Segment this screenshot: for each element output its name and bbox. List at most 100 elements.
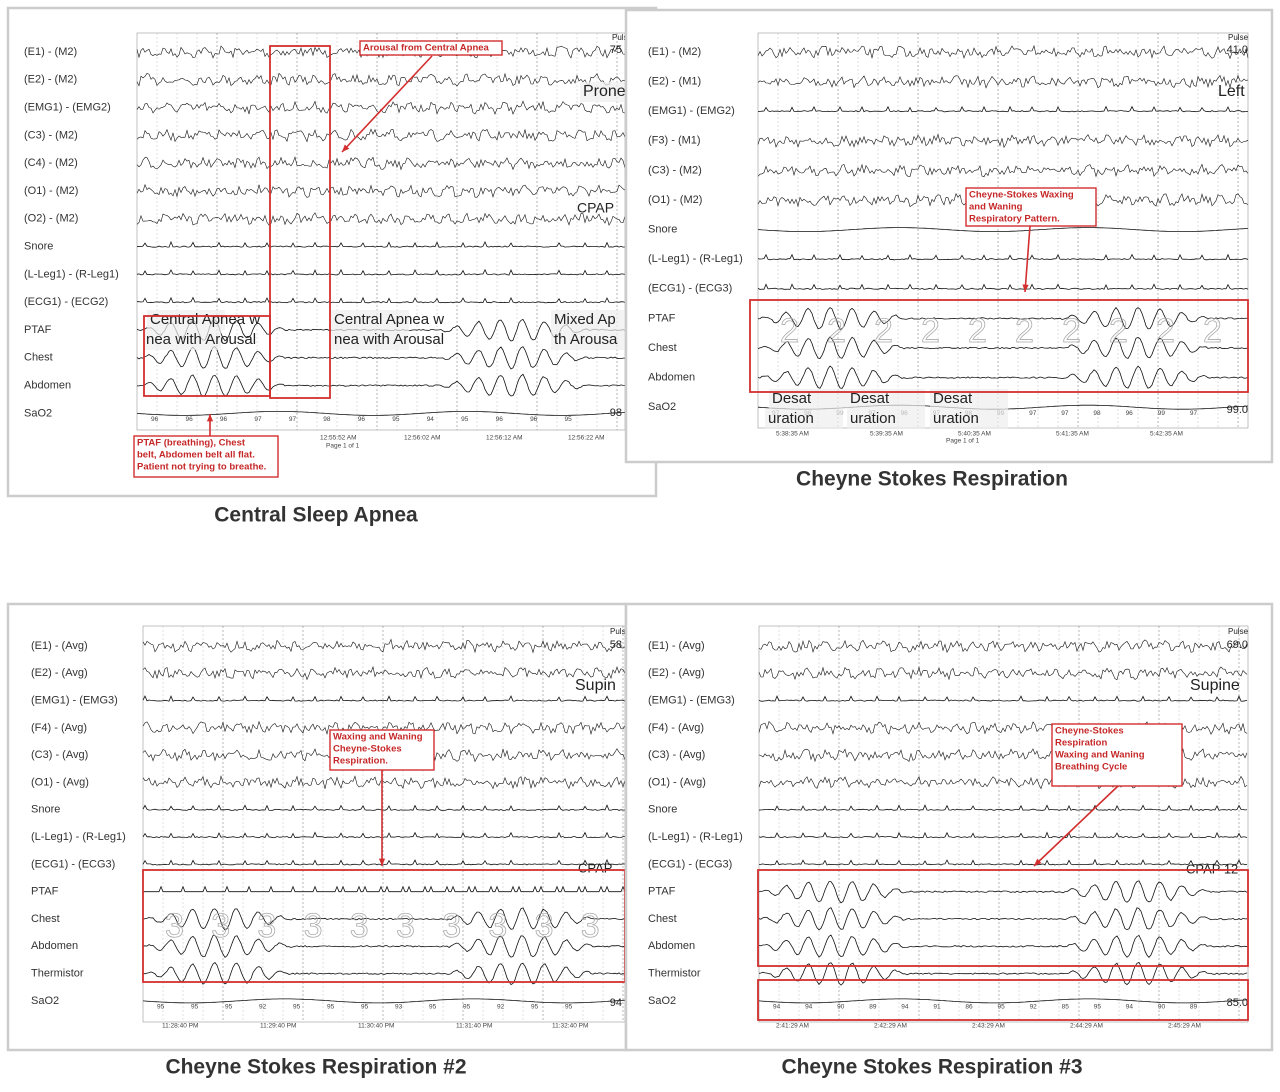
channel-label: (E2) - (M1) <box>648 76 701 88</box>
highlight-box <box>757 979 1249 1021</box>
sao2-reading: 99 <box>1158 410 1166 417</box>
signal-trace <box>143 885 626 893</box>
sao2-reading: 94 <box>1126 1004 1134 1011</box>
arrow-head <box>1022 284 1029 292</box>
sao2-reading: 95 <box>191 1004 199 1011</box>
annotation-text: Respiratory Pattern. <box>969 214 1060 225</box>
sao2-reading: 94 <box>901 1004 909 1011</box>
overlay-text: uration <box>850 410 896 427</box>
channel-label: (ECG1) - (ECG3) <box>648 283 732 295</box>
sao2-reading: 96 <box>358 416 366 423</box>
sao2-reading: 96 <box>151 416 159 423</box>
arrow <box>1033 785 1119 867</box>
channel-label: Abdomen <box>648 372 695 384</box>
channel-label: SaO2 <box>648 995 676 1007</box>
epoch-watermark: 2 <box>1109 312 1128 350</box>
sao2-reading: 92 <box>1030 1004 1038 1011</box>
time-label: 5:38:35 AM <box>776 431 809 438</box>
overlay-text: 85.0 <box>1227 997 1248 1009</box>
signal-trace <box>757 336 1249 360</box>
channel-label: SaO2 <box>24 407 52 419</box>
event-box <box>331 330 409 350</box>
signal-trace <box>136 268 626 276</box>
signal-trace <box>757 44 1249 60</box>
sao2-reading: 98 <box>323 416 331 423</box>
overlay-text: Central Apnea w <box>334 311 444 328</box>
channel-label: SaO2 <box>648 401 676 413</box>
overlay-text: 99.0 <box>1227 404 1248 416</box>
sao2-reading: 89 <box>869 1004 877 1011</box>
channel-label: (C3) - (Avg) <box>31 749 88 761</box>
channel-label: Snore <box>648 224 677 236</box>
signal-trace <box>757 105 1249 113</box>
signal-trace <box>757 365 1249 389</box>
highlight-box <box>269 45 331 399</box>
signal-trace <box>142 907 626 931</box>
sao2-reading: 97 <box>1061 410 1069 417</box>
channel-label: SaO2 <box>31 995 59 1007</box>
overlay-text: Prone <box>583 83 626 100</box>
sao2-reading: 95 <box>392 416 400 423</box>
time-label: 2:44:29 AM <box>1070 1023 1103 1030</box>
annotation-text: Waxing and Waning <box>333 732 423 743</box>
overlay-text: 41.0 <box>1227 44 1248 56</box>
channel-label: (E1) - (Avg) <box>648 640 705 652</box>
overlay-text: 75 <box>610 44 622 56</box>
channel-label: (EMG1) - (EMG2) <box>24 102 111 114</box>
sao2-reading: 95 <box>998 1004 1006 1011</box>
channel-label: (E2) - (Avg) <box>31 667 88 679</box>
signal-trace <box>757 133 1249 149</box>
event-box <box>847 389 925 409</box>
annotation-text: Respiration. <box>333 756 388 767</box>
annotation-text: and Waning <box>969 202 1023 213</box>
sao2-reading: 98 <box>1093 410 1101 417</box>
channel-label: (ECG1) - (ECG2) <box>24 296 108 308</box>
sao2-reading: 95 <box>429 1004 437 1011</box>
overlay-text: Pulse <box>612 33 633 42</box>
channel-label: (E1) - (Avg) <box>31 640 88 652</box>
channel-label: (L-Leg1) - (R-Leg1) <box>648 831 743 843</box>
signal-trace <box>142 998 626 1004</box>
epoch-watermark: 2 <box>921 312 940 350</box>
signal-trace <box>758 880 1248 904</box>
annotation-text: Cheyne-Stokes <box>1055 726 1124 737</box>
signal-trace <box>142 935 626 959</box>
channel-label: Snore <box>24 241 53 253</box>
sao2-reading: 95 <box>225 1004 233 1011</box>
channel-label: (E2) - (Avg) <box>648 667 705 679</box>
annotation-box <box>359 40 503 56</box>
signal-trace <box>136 410 626 416</box>
panel-frame <box>624 8 1274 464</box>
channel-label: (O1) - (Avg) <box>31 776 89 788</box>
event-box <box>930 409 1008 429</box>
channel-label: (O1) - (Avg) <box>648 776 706 788</box>
channel-label: PTAF <box>648 312 676 324</box>
time-label: 2:45:29 AM <box>1168 1023 1201 1030</box>
channel-label: (C3) - (Avg) <box>648 749 705 761</box>
overlay-text: CPAP <box>578 860 612 875</box>
epoch-watermark: 2 <box>780 312 799 350</box>
signal-trace <box>757 163 1249 178</box>
channel-label: Chest <box>24 352 53 364</box>
signal-trace <box>757 74 1249 89</box>
signal-trace <box>758 639 1248 653</box>
signal-trace <box>136 240 626 248</box>
event-box <box>331 310 409 330</box>
time-label: 11:30:40 PM <box>358 1023 394 1030</box>
panel-frame <box>624 602 1274 1052</box>
time-label: 11:31:40 PM <box>456 1023 492 1030</box>
sao2-reading: 96 <box>496 416 504 423</box>
sao2-reading: 89 <box>1190 1004 1198 1011</box>
signal-trace <box>136 183 626 198</box>
channel-label: Chest <box>648 342 677 354</box>
channel-label: Snore <box>648 804 677 816</box>
channel-label: PTAF <box>648 886 676 898</box>
epoch-watermark: 3 <box>488 907 507 945</box>
page-label: Page 1 of 1 <box>326 443 360 450</box>
time-label: 5:42:35 AM <box>1150 431 1183 438</box>
time-label: 2:43:29 AM <box>972 1023 1005 1030</box>
event-box <box>765 409 843 429</box>
signal-trace <box>758 998 1248 1004</box>
sao2-reading: 96 <box>530 416 538 423</box>
overlay-text: Pulse <box>1228 33 1249 42</box>
